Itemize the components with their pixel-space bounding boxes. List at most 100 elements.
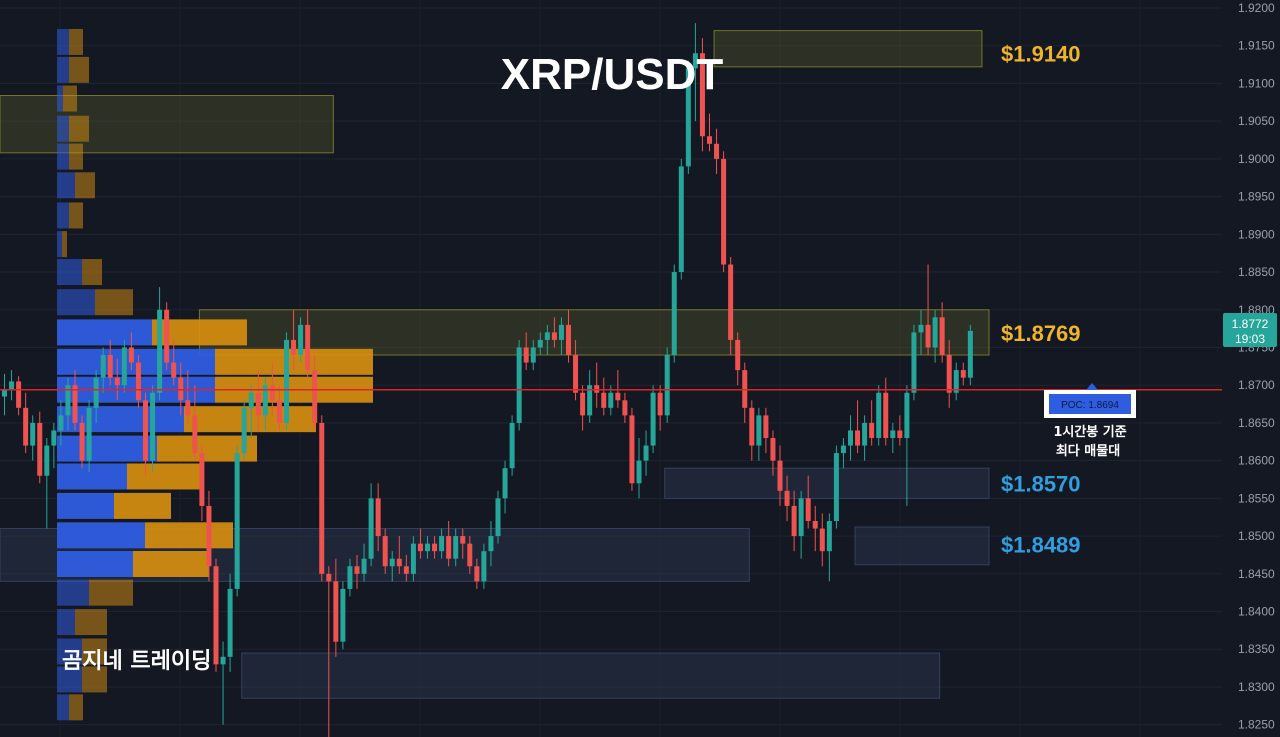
poc-box: [1049, 394, 1131, 414]
candle-body: [206, 505, 212, 567]
y-tick-label: 1.8400: [1238, 605, 1275, 619]
candle-body: [30, 422, 36, 446]
candle-body: [537, 339, 543, 348]
candle-body: [157, 309, 163, 393]
candle-body: [516, 347, 522, 423]
y-tick-label: 1.8450: [1238, 567, 1275, 581]
candle-body: [439, 536, 445, 552]
profile-bar-up: [57, 638, 82, 665]
candle-body: [763, 415, 769, 439]
candle-body: [749, 407, 755, 446]
candle-body: [692, 53, 698, 69]
y-tick-label: 1.9000: [1238, 152, 1275, 166]
candle-body: [558, 324, 564, 340]
candle-body: [580, 392, 586, 416]
profile-bar-down: [157, 435, 257, 462]
candle-body: [284, 339, 289, 423]
candle-body: [410, 543, 416, 574]
candle-body: [833, 453, 839, 521]
candle-body: [2, 388, 7, 397]
profile-bar-up: [57, 550, 133, 577]
candle-body: [587, 385, 593, 416]
candle-body: [791, 505, 797, 537]
candle-body: [128, 347, 134, 363]
candle-body: [742, 370, 748, 408]
candle-body: [248, 392, 254, 408]
y-tick-label: 1.8900: [1238, 227, 1275, 241]
candle-body: [178, 377, 184, 401]
candle-body: [573, 355, 579, 393]
profile-bar-up: [57, 435, 157, 462]
profile-bar-up: [57, 231, 62, 258]
candle-body: [453, 536, 459, 559]
candle-body: [502, 468, 508, 499]
profile-bar-up: [57, 319, 152, 346]
profile-bar-down: [82, 638, 107, 665]
y-tick-label: 1.8850: [1238, 265, 1275, 279]
candle-body: [354, 566, 360, 574]
candle-body: [298, 324, 304, 356]
profile-bar-up: [57, 522, 145, 549]
profile-bar-down: [145, 522, 233, 549]
candle-body: [890, 430, 896, 439]
candle-body: [721, 158, 727, 265]
profile-bar-up: [57, 492, 114, 519]
candle-body: [939, 317, 945, 356]
candle-body: [544, 332, 550, 340]
poc-label: POC: 1.8694: [1061, 400, 1119, 411]
candle-body: [664, 355, 670, 416]
candle-body: [347, 566, 353, 589]
y-tick-label: 1.8600: [1238, 454, 1275, 468]
candle-body: [685, 68, 691, 167]
profile-bar-down: [75, 172, 95, 199]
y-tick-label: 1.8550: [1238, 491, 1275, 505]
watermark: 곰지네 트레이딩: [62, 649, 211, 674]
y-tick-label: 1.8950: [1238, 190, 1275, 204]
candle-body: [707, 136, 712, 144]
profile-bar-down: [69, 115, 89, 142]
poc-callout: POC: 1.8694 1시간봉 기준 최다 매물대: [1044, 383, 1136, 459]
poc-note-2: 최다 매물대: [1056, 443, 1120, 459]
candle-body: [798, 498, 804, 537]
candle-body: [594, 385, 600, 393]
candle-body: [23, 407, 29, 446]
profile-bar-down: [63, 85, 77, 112]
candle-body: [530, 347, 536, 363]
chart-title: XRP/USDT: [501, 50, 724, 99]
candles: [2, 23, 973, 737]
candle-body: [629, 415, 635, 484]
supply-zone: [0, 95, 334, 154]
candle-body: [417, 543, 423, 552]
supply-zone: [713, 30, 983, 68]
profile-bar-up: [57, 115, 69, 142]
price-axis[interactable]: 1.9200 1.9150 1.9100 1.9050 1.9000 1.8950 1.89…: [1238, 1, 1275, 732]
profile-bar-down: [127, 463, 203, 490]
candle-body: [164, 309, 170, 363]
candle-body: [488, 536, 494, 552]
candle-body: [840, 445, 846, 454]
candle-body: [826, 520, 832, 552]
candle-body: [114, 377, 120, 386]
candle-body: [432, 543, 438, 552]
candle-body: [171, 362, 177, 378]
candle-body: [234, 453, 240, 589]
y-tick-label: 1.9150: [1238, 39, 1275, 53]
candle-body: [93, 377, 99, 408]
candle-body: [121, 347, 127, 386]
candle-body: [199, 453, 205, 506]
candle-body: [566, 324, 571, 356]
candle-body: [269, 385, 275, 401]
poc-arrow: [1086, 383, 1098, 390]
profile-bar-up: [57, 172, 75, 199]
candle-body: [819, 528, 825, 552]
profile-bar-up: [57, 85, 63, 112]
profile-bar-up: [57, 694, 69, 721]
candle-body: [44, 445, 50, 476]
profile-bar-up: [57, 143, 69, 170]
candle-body: [636, 460, 642, 484]
supply-zone: [198, 309, 990, 356]
candle-body: [862, 422, 868, 446]
candle-body: [276, 400, 282, 423]
level-label: $1.8769: [1001, 321, 1081, 346]
